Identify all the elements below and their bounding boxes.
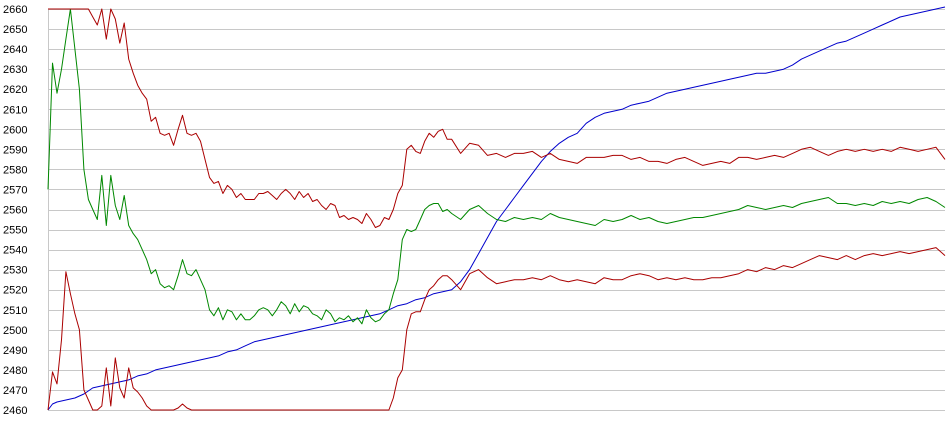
series-line-2	[47, 8, 946, 325]
y-tick-label: 2540	[3, 245, 27, 257]
y-tick-label: 2630	[3, 64, 27, 76]
y-tick-label: 2510	[3, 305, 27, 317]
gridlines	[48, 9, 945, 411]
y-tick-label: 2520	[3, 285, 27, 297]
y-tick-label: 2660	[3, 4, 27, 16]
y-tick-label: 2550	[3, 225, 27, 237]
y-tick-label: 2590	[3, 144, 27, 156]
series-lines	[47, 6, 946, 411]
y-tick-label: 2480	[3, 365, 27, 377]
series-line-1	[47, 6, 946, 411]
y-tick-label: 2610	[3, 104, 27, 116]
series-line-3	[48, 8, 946, 228]
y-tick-label: 2640	[3, 44, 27, 56]
y-tick-label: 2460	[3, 405, 27, 417]
series-line-4	[47, 247, 946, 411]
y-tick-label: 2500	[3, 325, 27, 337]
y-tick-label: 2470	[3, 385, 27, 397]
y-tick-label: 2580	[3, 164, 27, 176]
y-tick-label: 2530	[3, 265, 27, 277]
y-tick-label: 2560	[3, 205, 27, 217]
y-axis-tick-labels: 2460 2470 2480 2490 2500 2510 2520 2530 2540 2550…	[3, 4, 27, 417]
y-tick-label: 2650	[3, 24, 27, 36]
y-tick-label: 2490	[3, 345, 27, 357]
y-tick-label: 2620	[3, 84, 27, 96]
y-tick-label: 2570	[3, 184, 27, 196]
y-tick-label: 2600	[3, 124, 27, 136]
